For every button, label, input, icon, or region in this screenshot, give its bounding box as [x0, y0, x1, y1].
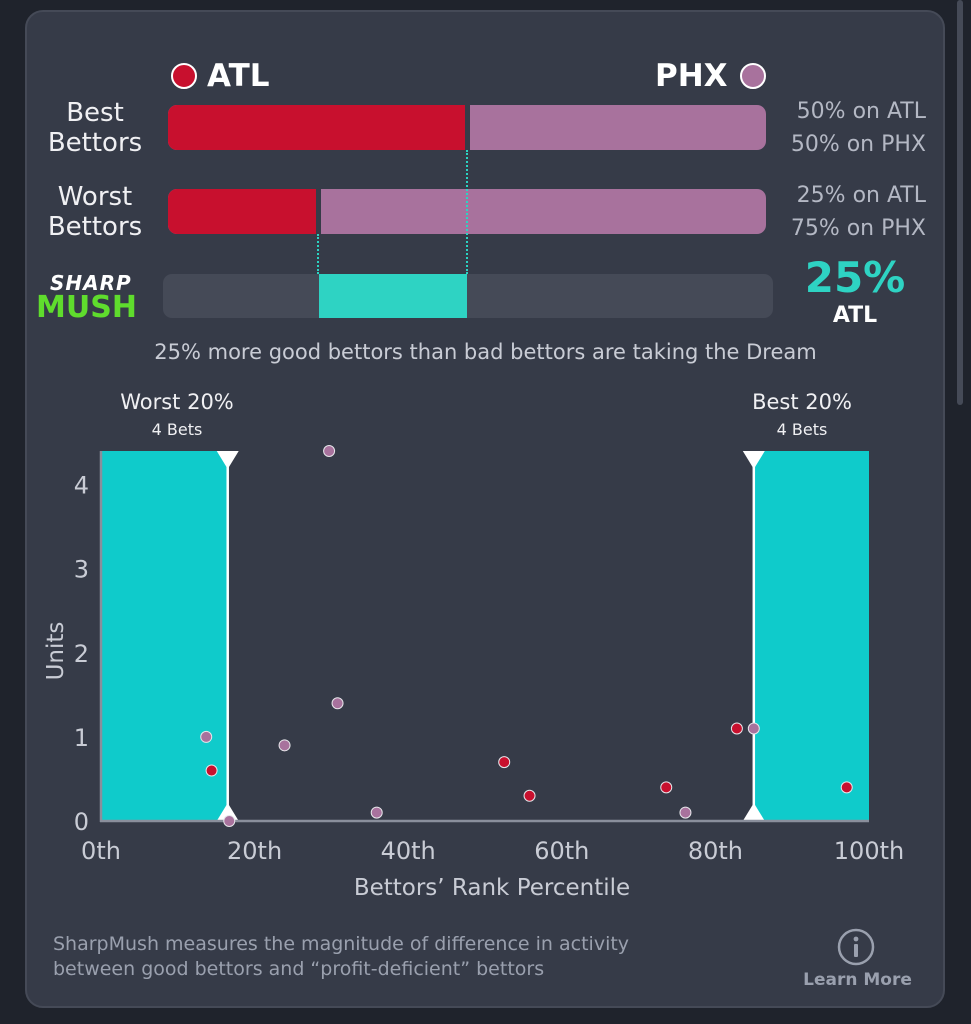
x-tick-label: 60th — [534, 837, 589, 865]
footer-line2: between good bettors and “profit-deficie… — [53, 958, 545, 980]
best-bettors-bar-divider — [465, 105, 470, 150]
best-band-count: 4 Bets — [777, 420, 828, 439]
y-axis-label: Units — [43, 622, 69, 681]
point-phx — [679, 806, 692, 819]
point-phx — [200, 730, 213, 743]
best-band-title: Best 20% — [752, 390, 852, 414]
x-tick-label: 100th — [834, 837, 904, 865]
x-tick-label: 80th — [688, 837, 743, 865]
sharpmush-bar — [163, 274, 773, 318]
best-bettors-percentages: 50% on ATL 50% on PHX — [770, 95, 926, 161]
team-b-name: PHX — [655, 58, 728, 94]
team-b-color-dot — [739, 63, 766, 89]
best-bettors-label: Best Bettors — [40, 98, 150, 158]
best-split-connector — [466, 150, 468, 274]
y-tick-label: 4 — [74, 472, 89, 500]
band-handle-top — [216, 451, 239, 469]
point-phx — [331, 697, 344, 710]
x-tick-label: 0th — [81, 837, 121, 865]
sharpmush-logo-sharp: SHARP — [50, 271, 132, 295]
worst-bettors-label-line2: Bettors — [47, 212, 143, 242]
worst-bettors-pct-phx: 75% on PHX — [790, 216, 926, 241]
x-tick-label: 20th — [227, 837, 282, 865]
worst-bettors-pct-atl: 25% on ATL — [796, 183, 926, 208]
point-atl — [498, 756, 511, 769]
point-atl — [660, 781, 673, 794]
worst-band-count: 4 Bets — [152, 420, 203, 439]
learn-more-link[interactable]: Learn More — [803, 970, 912, 990]
worst-bettors-bar-divider — [315, 189, 321, 234]
point-atl — [523, 789, 536, 802]
team-a-name: ATL — [207, 58, 270, 94]
team-a-header: ATL — [171, 58, 269, 94]
sharpmush-bar-fill — [318, 274, 467, 318]
best-bettors-atl-segment — [168, 105, 467, 150]
team-b-header: PHX — [655, 58, 766, 94]
point-phx — [370, 806, 383, 819]
sharpmush-value: 25% — [804, 253, 906, 302]
footer-description: SharpMush measures the magnitude of diff… — [53, 932, 773, 982]
band-best — [753, 451, 869, 821]
y-tick-label: 1 — [74, 724, 89, 752]
y-tick-label: 3 — [74, 556, 89, 584]
point-atl — [840, 781, 853, 794]
footer-line1: SharpMush measures the magnitude of diff… — [53, 933, 630, 955]
best-bettors-label-line2: Bettors — [47, 128, 143, 158]
point-phx — [278, 739, 291, 752]
chart-points — [200, 445, 853, 827]
sharpmush-team: ATL — [832, 303, 878, 328]
worst-bettors-label: Worst Bettors — [40, 182, 150, 242]
y-tick-label: 0 — [74, 808, 89, 836]
point-phx — [323, 445, 336, 457]
worst-bettors-atl-segment — [168, 189, 318, 234]
point-atl — [205, 764, 218, 777]
y-tick-label: 2 — [74, 640, 89, 668]
point-phx — [747, 722, 760, 735]
point-atl — [730, 722, 743, 735]
best-bettors-pct-atl: 50% on ATL — [796, 99, 926, 124]
best-bettors-pct-phx: 50% on PHX — [790, 132, 926, 157]
x-tick-label: 40th — [381, 837, 436, 865]
band-worst — [101, 451, 228, 821]
summary-text: 25% more good bettors than bad bettors a… — [154, 340, 817, 364]
sharpmush-logo-mush: MUSH — [36, 290, 137, 325]
worst-bettors-percentages: 25% on ATL 75% on PHX — [770, 179, 926, 245]
x-axis-label: Bettors’ Rank Percentile — [354, 875, 630, 901]
info-icon[interactable] — [836, 927, 876, 967]
scrollbar[interactable] — [957, 0, 963, 405]
worst-split-connector — [316, 234, 319, 274]
worst-bettors-label-line1: Worst — [57, 182, 133, 212]
band-handle-bottom — [742, 803, 765, 821]
point-phx — [223, 815, 236, 827]
worst-band-title: Worst 20% — [120, 390, 234, 414]
best-bettors-bar — [168, 105, 766, 150]
band-handle-top — [742, 451, 765, 469]
best-bettors-label-line1: Best — [66, 98, 124, 128]
chart-bands — [101, 451, 869, 821]
team-a-color-dot — [171, 63, 197, 89]
